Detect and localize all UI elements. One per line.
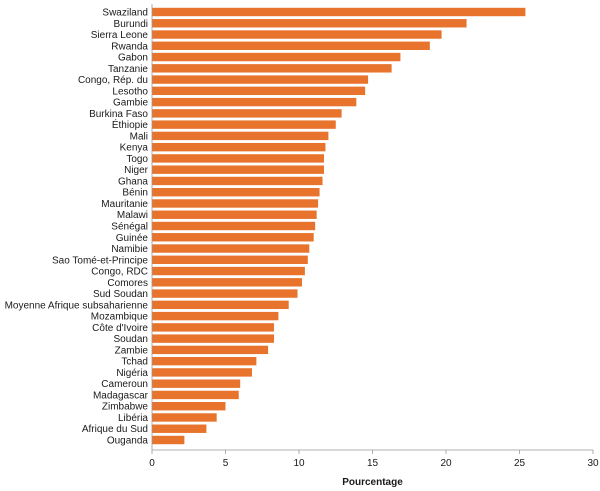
category-label: Sénégal bbox=[111, 222, 148, 233]
bar bbox=[152, 109, 342, 118]
category-label: Lesotho bbox=[112, 86, 148, 97]
bar bbox=[152, 131, 329, 141]
bar bbox=[152, 334, 275, 343]
x-tick-label: 10 bbox=[293, 458, 305, 469]
bar bbox=[152, 244, 310, 253]
bar bbox=[152, 289, 298, 298]
category-label: Tchad bbox=[121, 357, 148, 368]
bar bbox=[152, 142, 326, 152]
bar bbox=[152, 41, 430, 50]
category-label: Swaziland bbox=[102, 8, 148, 19]
x-axis: 0 5 10 15 20 25 30 bbox=[149, 4, 599, 469]
bar bbox=[152, 255, 308, 264]
bar bbox=[152, 165, 324, 174]
bar bbox=[152, 311, 279, 321]
x-tick-label: 5 bbox=[223, 458, 229, 469]
category-label: Nigéria bbox=[116, 368, 148, 379]
bar bbox=[152, 221, 316, 231]
category-label: Sao Tomé-et-Principe bbox=[52, 255, 148, 266]
category-label: Niger bbox=[124, 165, 149, 176]
x-axis-title: Pourcentage bbox=[342, 477, 403, 488]
x-tick-label: 20 bbox=[440, 458, 452, 469]
x-tick-label: 30 bbox=[587, 458, 599, 469]
bar bbox=[152, 19, 467, 28]
category-label: Afrique du Sud bbox=[82, 424, 148, 435]
bar bbox=[152, 86, 366, 96]
bar bbox=[152, 30, 442, 39]
category-label: Mozambique bbox=[91, 312, 149, 323]
bar bbox=[152, 233, 314, 242]
category-label: Côte d'Ivoire bbox=[92, 323, 148, 334]
bar bbox=[152, 266, 305, 276]
bar bbox=[152, 424, 207, 433]
bar bbox=[152, 390, 239, 400]
category-label: Mali bbox=[130, 131, 148, 142]
category-label: Zambie bbox=[115, 345, 149, 356]
bar bbox=[152, 413, 217, 422]
category-label: Tanzanie bbox=[108, 64, 148, 75]
x-tick-label: 15 bbox=[367, 458, 379, 469]
x-tick-label: 0 bbox=[149, 458, 155, 469]
category-label: Mauritanie bbox=[101, 199, 148, 210]
category-label: Bénin bbox=[122, 188, 148, 199]
category-label: Togo bbox=[126, 154, 148, 165]
category-label: Libéria bbox=[118, 413, 148, 424]
bar bbox=[152, 379, 241, 388]
bar bbox=[152, 210, 317, 219]
bar bbox=[152, 7, 526, 17]
bars-group bbox=[152, 7, 526, 445]
category-label: Burundi bbox=[114, 19, 148, 30]
category-label: Rwanda bbox=[111, 41, 148, 52]
category-label: Congo, Rép. du bbox=[78, 75, 148, 86]
category-label: Ghana bbox=[118, 176, 148, 187]
category-label: Malawi bbox=[117, 210, 148, 221]
bar bbox=[152, 435, 185, 445]
bar bbox=[152, 402, 226, 411]
category-label: Gambie bbox=[113, 98, 148, 109]
bar bbox=[152, 356, 257, 366]
bar bbox=[152, 176, 323, 186]
category-label: Burkina Faso bbox=[89, 109, 148, 120]
bar bbox=[152, 97, 357, 107]
category-label: Ouganda bbox=[107, 436, 149, 447]
bar bbox=[152, 52, 401, 62]
category-label: Madagascar bbox=[93, 390, 149, 401]
bar bbox=[152, 323, 275, 332]
category-label: Gabon bbox=[118, 53, 148, 64]
bar bbox=[152, 368, 252, 377]
bar bbox=[152, 64, 392, 73]
bar bbox=[152, 278, 302, 287]
category-label: Congo, RDC bbox=[91, 267, 148, 278]
bar bbox=[152, 199, 319, 208]
bar bbox=[152, 75, 369, 84]
category-label: Kenya bbox=[120, 143, 149, 154]
bar bbox=[152, 300, 289, 310]
category-label: Guinée bbox=[116, 233, 149, 244]
bar bbox=[152, 154, 324, 163]
category-label: Éthiopie bbox=[112, 118, 149, 131]
category-label: Sud Soudan bbox=[93, 289, 148, 300]
category-label: Cameroun bbox=[101, 379, 148, 390]
category-label: Namibie bbox=[111, 244, 148, 255]
x-tick-label: 25 bbox=[514, 458, 526, 469]
category-label: Zimbabwe bbox=[102, 402, 149, 413]
category-label: Comores bbox=[107, 278, 148, 289]
bar bbox=[152, 345, 269, 355]
category-label: Moyenne Afrique subsaharienne bbox=[5, 300, 149, 311]
bar bbox=[152, 188, 320, 197]
category-label: Soudan bbox=[114, 334, 148, 345]
bar bbox=[152, 120, 336, 129]
category-label: Sierra Leone bbox=[91, 30, 149, 41]
